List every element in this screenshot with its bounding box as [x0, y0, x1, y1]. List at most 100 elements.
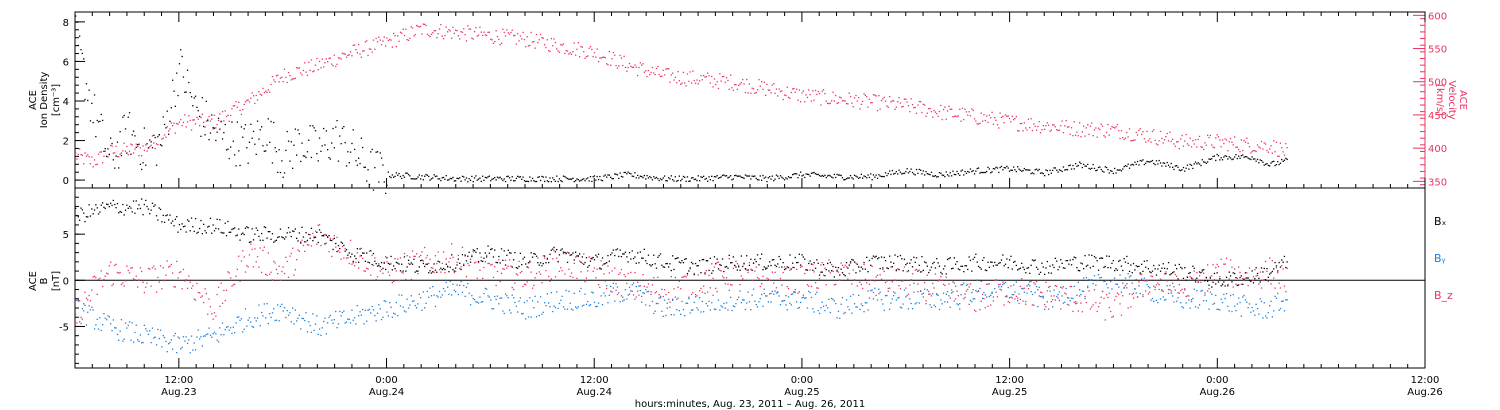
velocity-point: [1219, 139, 1221, 141]
density-point: [1128, 167, 1131, 169]
bx-point: [797, 261, 799, 264]
by-point: [434, 305, 437, 308]
by-point: [790, 304, 792, 306]
bz-point: [731, 284, 733, 286]
bz-point: [886, 280, 888, 282]
velocity-point: [1275, 141, 1278, 143]
by-point: [549, 306, 551, 308]
bz-point: [217, 286, 220, 288]
bz-point: [959, 308, 961, 310]
bx-point: [1039, 271, 1042, 273]
velocity-point: [566, 50, 569, 52]
density-point: [739, 175, 741, 177]
bx-point: [433, 263, 435, 265]
by-point: [595, 305, 597, 308]
bx-point: [676, 257, 678, 259]
bx-point: [972, 258, 974, 260]
bx-point: [622, 253, 624, 255]
bz-point: [359, 255, 361, 257]
velocity-point: [805, 94, 807, 96]
bz-point: [368, 250, 371, 252]
velocity-point: [230, 114, 232, 117]
density-point: [746, 175, 748, 177]
bx-point: [601, 257, 604, 259]
velocity-point: [240, 113, 243, 116]
velocity-point: [1155, 143, 1158, 145]
by-point: [1178, 292, 1180, 294]
by-point: [215, 333, 217, 335]
bx-point: [1038, 273, 1040, 275]
density-point: [185, 91, 187, 93]
density-point: [248, 141, 251, 143]
bx-point: [1027, 267, 1030, 269]
by-point: [142, 341, 144, 344]
by-point: [387, 315, 389, 317]
by-point: [546, 293, 548, 295]
by-point: [810, 296, 813, 299]
by-point: [844, 311, 846, 314]
bx-point: [368, 262, 371, 264]
bz-point: [261, 271, 263, 274]
by-point: [382, 316, 384, 318]
bx-point: [472, 249, 474, 251]
by-point: [1052, 306, 1054, 308]
bx-point: [283, 238, 286, 240]
by-point: [535, 316, 538, 318]
density-point: [393, 176, 395, 178]
bx-point: [1081, 263, 1083, 265]
velocity-point: [522, 31, 524, 34]
velocity-point: [1258, 146, 1260, 148]
velocity-point: [820, 104, 822, 106]
by-point: [948, 295, 950, 297]
bx-point: [142, 214, 144, 216]
velocity-point: [259, 93, 261, 95]
velocity-point: [1002, 115, 1004, 117]
bx-point: [1021, 262, 1023, 264]
bx-point: [841, 272, 844, 274]
density-point: [837, 174, 840, 176]
velocity-point: [1088, 133, 1090, 136]
bz-point: [756, 276, 759, 279]
velocity-point: [196, 116, 198, 118]
bz-point: [1083, 290, 1085, 293]
bx-point: [1242, 283, 1244, 285]
velocity-point: [1080, 136, 1082, 138]
density-point: [302, 155, 305, 157]
velocity-point: [945, 118, 947, 120]
bx-point: [820, 271, 822, 273]
density-point: [1093, 167, 1096, 170]
bx-point: [800, 264, 802, 266]
density-point: [141, 168, 143, 171]
velocity-point: [1158, 140, 1160, 142]
velocity-point: [1181, 134, 1183, 137]
velocity-point: [977, 123, 980, 125]
density-point: [340, 143, 342, 145]
bz-point: [433, 271, 435, 273]
velocity-point: [428, 34, 430, 37]
bx-point: [197, 231, 199, 233]
bx-point: [298, 232, 300, 234]
bz-point: [1142, 295, 1144, 298]
velocity-point: [758, 79, 760, 81]
density-point: [1048, 173, 1050, 176]
density-point: [269, 141, 271, 143]
bz-point: [682, 276, 685, 278]
density-point: [918, 168, 920, 171]
velocity-point: [1273, 140, 1275, 142]
velocity-point: [544, 44, 546, 46]
by-point: [787, 296, 790, 298]
density-point: [968, 171, 970, 173]
velocity-point: [917, 104, 919, 106]
by-point: [1273, 310, 1275, 312]
velocity-point: [262, 87, 264, 90]
by-point: [833, 300, 835, 302]
bz-point: [296, 259, 298, 261]
velocity-point: [889, 96, 891, 98]
velocity-point: [701, 79, 703, 81]
bz-point: [1265, 260, 1267, 263]
bx-point: [1259, 281, 1261, 283]
by-point: [305, 312, 307, 314]
velocity-point: [550, 38, 552, 40]
velocity-point: [1162, 142, 1164, 144]
velocity-point: [825, 100, 827, 102]
